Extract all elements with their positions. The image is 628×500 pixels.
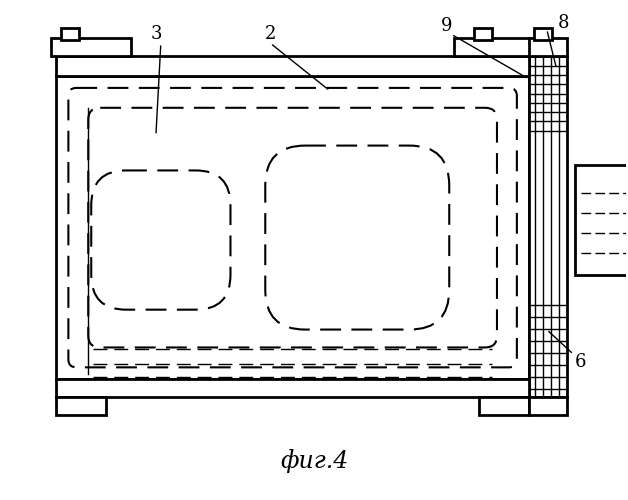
Text: 8: 8 <box>558 14 570 32</box>
Bar <box>57 380 529 397</box>
Bar <box>534 28 551 40</box>
Bar <box>57 76 529 380</box>
Bar <box>575 166 628 275</box>
Text: 2: 2 <box>264 25 276 43</box>
Bar <box>529 56 566 397</box>
Text: 3: 3 <box>150 25 161 43</box>
Text: фиг.4: фиг.4 <box>280 449 348 473</box>
Bar <box>529 38 566 56</box>
Bar <box>51 38 131 56</box>
Bar <box>474 28 492 40</box>
Text: 9: 9 <box>440 17 452 35</box>
Bar <box>529 397 566 415</box>
Bar <box>57 397 106 415</box>
Bar <box>479 397 529 415</box>
Bar <box>454 38 534 56</box>
Bar <box>57 56 529 76</box>
Text: 6: 6 <box>575 354 587 372</box>
Bar <box>62 28 79 40</box>
